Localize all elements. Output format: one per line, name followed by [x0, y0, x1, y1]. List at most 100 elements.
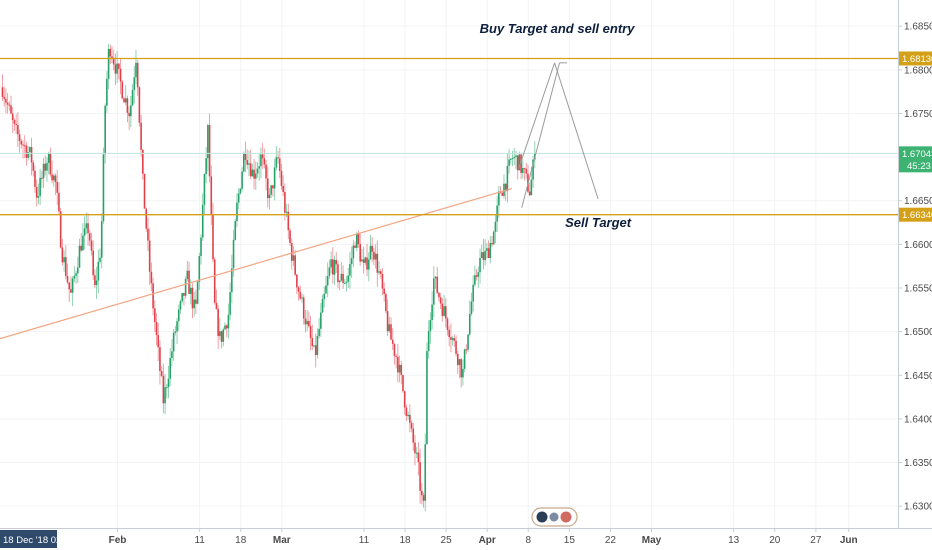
candle-body: [15, 123, 17, 125]
candle-body: [213, 259, 216, 303]
candle-body: [337, 264, 339, 283]
candle-body: [109, 48, 112, 57]
candle-body: [388, 324, 391, 332]
logo-mark: [560, 511, 572, 523]
candle-body: [179, 301, 182, 310]
candle-body: [251, 169, 254, 177]
candle-body: [152, 283, 154, 309]
candle-body: [285, 211, 288, 213]
candle-body: [335, 259, 338, 265]
candle-body: [299, 291, 302, 299]
time-tick-label: 8: [526, 535, 532, 546]
candle-body: [419, 462, 421, 491]
drawings: [0, 57, 898, 340]
candle-body: [376, 253, 379, 273]
candle-body: [138, 87, 141, 123]
candle-body: [142, 149, 144, 174]
candle-body: [203, 174, 206, 205]
candle-body: [164, 387, 166, 404]
candle-body: [374, 253, 377, 260]
candle-body: [147, 228, 149, 241]
candle-body: [249, 163, 252, 177]
candle-body: [189, 287, 192, 294]
candle-body: [212, 214, 214, 260]
candle-body: [379, 271, 382, 274]
candle-body: [208, 125, 211, 177]
candle-body: [155, 321, 158, 336]
candle-body: [265, 164, 267, 179]
candle-body: [277, 157, 279, 159]
candle-body: [68, 282, 71, 290]
candle-body: [27, 152, 29, 158]
candle-body: [58, 192, 60, 212]
candle-body: [511, 158, 514, 160]
candle-body: [431, 304, 433, 321]
candle-body: [424, 444, 427, 501]
candle-body: [219, 331, 221, 337]
candle-body: [304, 318, 307, 325]
candle-body: [398, 364, 401, 373]
candle-body: [323, 293, 326, 299]
candle-body: [438, 292, 440, 298]
candle-body: [444, 306, 447, 319]
candle-body: [34, 170, 36, 187]
candle-body: [126, 98, 129, 113]
price-tick-label: 1.63000: [904, 502, 932, 513]
candle-body: [23, 145, 26, 147]
candle-body: [410, 422, 413, 429]
candle-body: [297, 287, 300, 292]
candle-body: [462, 368, 464, 378]
candle-body: [29, 147, 31, 153]
candle-body: [3, 96, 5, 99]
candle-body: [39, 177, 41, 197]
candle-body: [174, 331, 177, 333]
price-tick-label: 1.64500: [904, 371, 932, 382]
candle-body: [522, 168, 524, 173]
candle-body: [154, 308, 156, 322]
candle-body: [439, 297, 442, 304]
candle-body: [56, 182, 59, 193]
candle-body: [100, 221, 103, 258]
candle-body: [359, 244, 361, 262]
candle-body: [5, 98, 7, 103]
candle-body: [13, 120, 16, 124]
price-tick-label: 1.63500: [904, 458, 932, 469]
annotation-label: Sell Target: [565, 215, 632, 230]
candle-body: [59, 211, 62, 248]
candle-body: [318, 328, 320, 337]
candle-body: [104, 105, 106, 155]
crosshair-date-label: 18 Dec '18 02:00: [3, 535, 75, 546]
price-axis[interactable]: 1.685001.680001.675001.670001.665001.660…: [898, 0, 932, 550]
candle-body: [256, 168, 259, 174]
candle-body: [426, 350, 428, 445]
annotation-line: [517, 62, 556, 170]
candle-body: [266, 178, 269, 199]
candle-body: [354, 245, 356, 248]
candle-body: [92, 250, 94, 276]
candle-body: [528, 191, 531, 196]
candle-body: [143, 173, 146, 209]
time-tick-label: 18: [235, 535, 247, 546]
candle-body: [157, 335, 160, 348]
candle-body: [106, 78, 108, 106]
candle-body: [254, 173, 257, 179]
watermark-logo: [531, 507, 578, 527]
candle-body: [200, 237, 202, 257]
time-tick-label: 13: [728, 535, 740, 546]
candle-body: [433, 278, 435, 305]
candle-body: [241, 171, 243, 189]
candle-body: [523, 168, 526, 170]
price-tick-label: 1.67500: [904, 109, 932, 120]
candle-body: [32, 162, 35, 171]
candle-body: [231, 268, 233, 293]
candle-body: [201, 204, 204, 238]
candle-body: [181, 293, 183, 302]
candle-body: [44, 163, 47, 171]
candle-body: [456, 353, 459, 366]
candle-body: [1, 87, 4, 97]
candle-body: [18, 134, 21, 141]
time-axis[interactable]: Feb 11 18 Mar 11 18 25 Apr 8 15 22 May 13 20 27 Jun 18 D…: [0, 528, 932, 550]
candle-body: [107, 48, 110, 79]
candle-body: [20, 140, 23, 145]
